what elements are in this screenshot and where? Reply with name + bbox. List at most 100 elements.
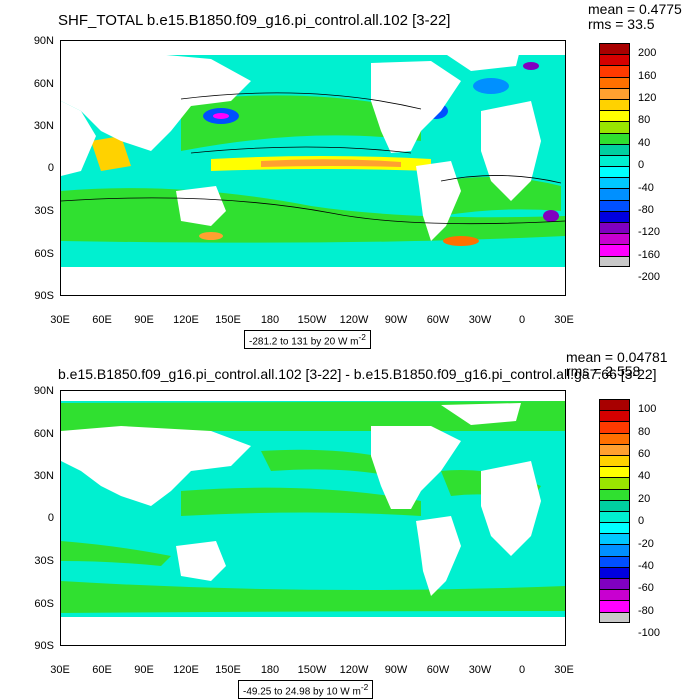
lon-label: 150E: [215, 664, 241, 676]
lon-label: 90W: [384, 314, 408, 326]
lat-label: 90S: [34, 290, 54, 302]
colorbar-swatch: [599, 65, 630, 77]
lat-label: 90S: [34, 640, 54, 652]
lon-label: 30E: [50, 314, 70, 326]
top-rms-label: rms = 33.5: [588, 16, 655, 32]
colorbar-swatch: [599, 199, 630, 211]
top-mean-label: mean = 0.4775: [588, 1, 682, 17]
lon-label: 60E: [92, 664, 112, 676]
colorbar-swatch: [599, 210, 630, 222]
lat-label: 60S: [34, 598, 54, 610]
lon-label: 120W: [339, 314, 369, 326]
bottom-colorbar: [599, 399, 630, 623]
colorbar-swatch: [599, 43, 630, 55]
lon-label: 30E: [50, 664, 70, 676]
colorbar-label: 100: [638, 403, 657, 416]
colorbar-label: 20: [638, 492, 651, 505]
colorbar-swatch: [599, 177, 630, 189]
colorbar-swatch: [599, 589, 630, 601]
lat-label: 30S: [34, 205, 54, 217]
lon-label: 180: [260, 664, 280, 676]
lon-label: 90E: [134, 314, 154, 326]
colorbar-swatch: [599, 466, 630, 478]
colorbar-swatch: [599, 454, 630, 467]
colorbar-label: 160: [638, 69, 657, 82]
colorbar-swatch: [599, 188, 630, 200]
colorbar-label: -120: [638, 226, 661, 239]
colorbar-label: -20: [638, 537, 654, 550]
colorbar-swatch: [599, 611, 630, 623]
colorbar-swatch: [599, 499, 630, 511]
colorbar-swatch: [599, 600, 630, 612]
colorbar-swatch: [599, 143, 630, 155]
lon-label: 120W: [339, 664, 369, 676]
lon-label: 60W: [426, 314, 450, 326]
colorbar-label: -40: [638, 181, 654, 194]
colorbar-label: 40: [638, 470, 651, 483]
bottom-panel: b.e15.B1850.f09_g16.pi_control.all.102 […: [0, 350, 700, 700]
colorbar-label: -160: [638, 248, 661, 261]
lon-label: 0: [518, 314, 526, 326]
lon-label: 30E: [554, 314, 574, 326]
top-map-field: [61, 41, 565, 295]
colorbar-swatch: [599, 522, 630, 534]
lat-label: 30N: [33, 120, 54, 132]
lat-label: 0: [47, 512, 54, 524]
lat-label: 60N: [33, 78, 54, 90]
colorbar-label: 40: [638, 136, 651, 149]
lon-label: 90W: [384, 664, 408, 676]
colorbar-swatch: [599, 110, 630, 122]
lon-label: 60W: [426, 664, 450, 676]
colorbar-swatch: [599, 410, 630, 422]
colorbar-swatch: [599, 166, 630, 178]
lon-label: 150E: [215, 314, 241, 326]
lon-label: 150W: [297, 314, 327, 326]
top-panel: SHF_TOTAL b.e15.B1850.f09_g16.pi_control…: [33, 1, 682, 350]
colorbar-swatch: [599, 54, 630, 66]
colorbar-label: 80: [638, 425, 651, 438]
lat-label: 0: [47, 162, 54, 174]
colorbar-label: 0: [638, 515, 645, 528]
lon-label: 180: [260, 314, 280, 326]
lon-label: 120E: [173, 664, 199, 676]
colorbar-swatch: [599, 222, 630, 234]
bottom-map-plot: [60, 390, 566, 646]
colorbar-swatch: [599, 121, 630, 133]
colorbar-swatch: [599, 132, 630, 144]
bottom-mean-label: mean = 0.04781: [566, 349, 668, 365]
lat-label: 60N: [33, 428, 54, 440]
colorbar-label: 80: [638, 114, 651, 127]
colorbar-label: -40: [638, 560, 654, 572]
lon-label: 120E: [173, 314, 199, 326]
colorbar-label: -80: [638, 204, 654, 216]
colorbar-label: -100: [638, 627, 661, 640]
top-map-plot: [60, 40, 566, 296]
lat-label: 90N: [33, 35, 54, 47]
colorbar-swatch: [599, 566, 630, 578]
colorbar-swatch: [599, 578, 630, 590]
colorbar-swatch: [599, 432, 630, 444]
colorbar-swatch: [599, 233, 630, 245]
colorbar-swatch: [599, 443, 630, 455]
colorbar-swatch: [599, 488, 630, 500]
colorbar-swatch: [599, 544, 630, 556]
colorbar-swatch: [599, 399, 630, 411]
lon-label: 30W: [468, 314, 492, 326]
lat-label: 30S: [34, 555, 54, 567]
bottom-rms-label: rms = 2.558: [566, 363, 641, 379]
top-colorbar: [599, 43, 630, 267]
top-range-label: -281.2 to 131 by 20 W m-2: [244, 330, 371, 350]
lon-label: 30W: [468, 664, 492, 676]
lon-label: 60E: [92, 314, 112, 326]
lat-label: 30N: [33, 470, 54, 482]
colorbar-swatch: [599, 421, 630, 433]
colorbar-swatch: [599, 76, 630, 88]
lon-label: 30E: [554, 664, 574, 676]
lon-label: 0: [518, 664, 526, 676]
colorbar-swatch: [599, 510, 630, 523]
colorbar-swatch: [599, 477, 630, 489]
colorbar-swatch: [599, 255, 630, 267]
colorbar-label: -200: [638, 271, 661, 284]
colorbar-swatch: [599, 533, 630, 545]
bottom-map-title: b.e15.B1850.f09_g16.pi_control.all.102 […: [58, 366, 657, 382]
